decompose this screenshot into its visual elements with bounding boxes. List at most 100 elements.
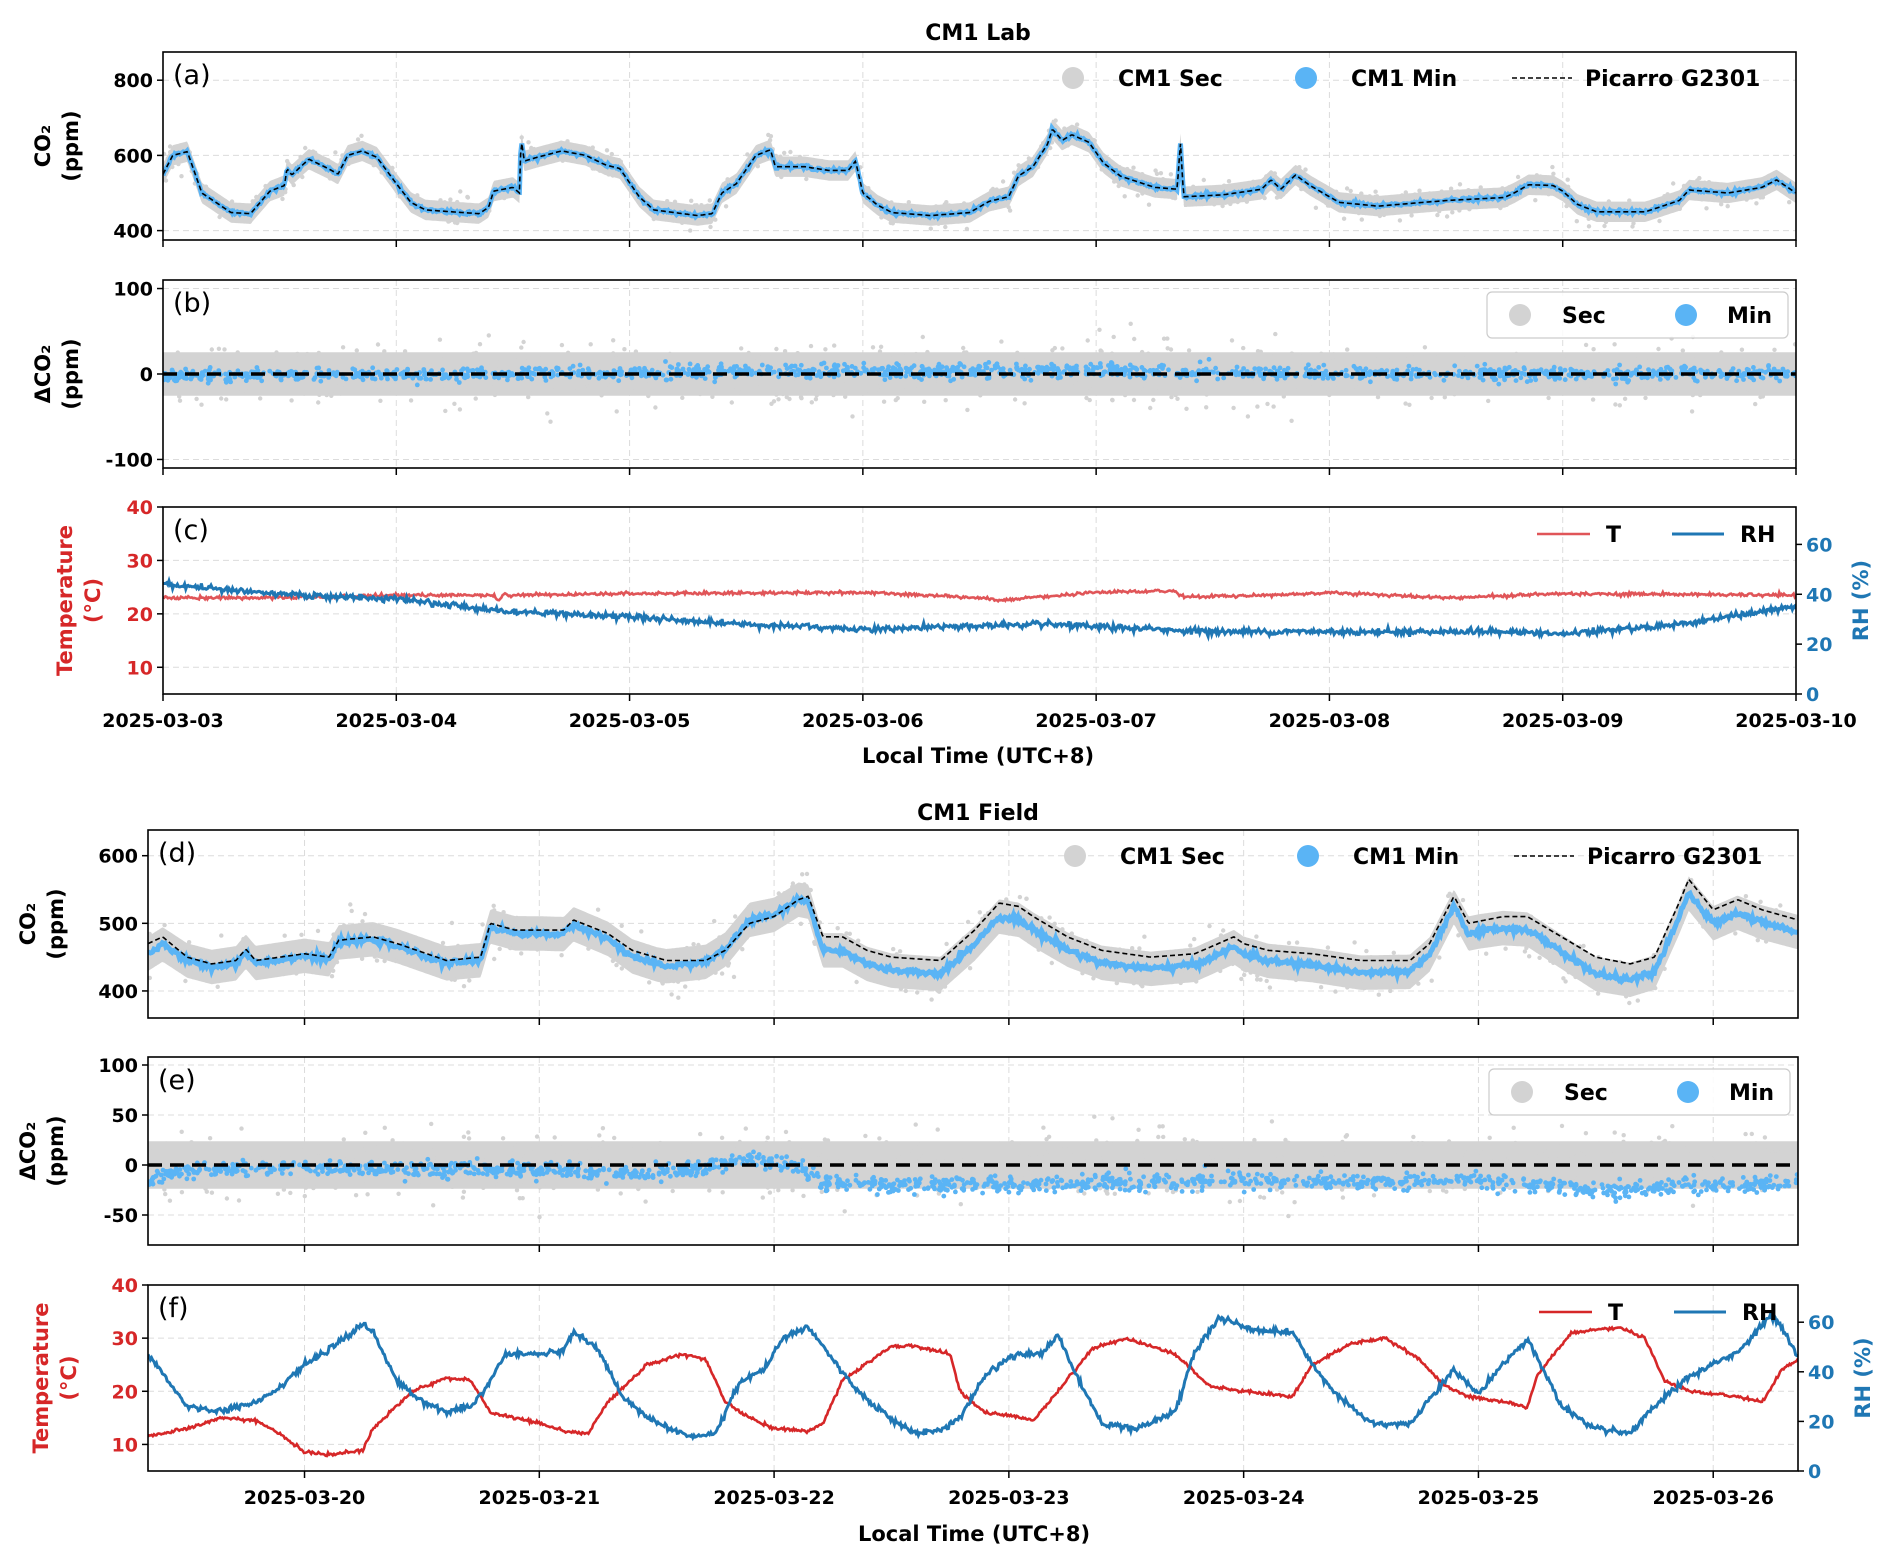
sec-point: [689, 974, 694, 980]
sec-point: [326, 158, 331, 163]
min-point: [1048, 366, 1053, 372]
sec-point: [506, 364, 512, 369]
sec-point: [1743, 894, 1749, 899]
sec-point: [989, 188, 994, 193]
sec-point: [186, 940, 192, 945]
sec-point: [497, 192, 503, 197]
sec-point: [1460, 355, 1465, 360]
sec-point: [1739, 347, 1745, 352]
sec-point: [619, 923, 624, 928]
sec-point: [213, 974, 219, 980]
sec-point: [1546, 363, 1551, 369]
min-point: [1742, 371, 1748, 376]
sec-point: [819, 365, 825, 370]
min-point: [405, 366, 410, 372]
sec-point: [782, 150, 787, 156]
sec-point: [1657, 218, 1662, 224]
sec-point: [750, 363, 755, 369]
sec-point: [723, 352, 728, 357]
min-point: [705, 364, 711, 370]
sec-point: [1561, 357, 1567, 362]
min-point: [1100, 372, 1106, 377]
sec-point: [1527, 954, 1532, 959]
min-point: [911, 374, 917, 380]
sec-point: [788, 387, 794, 392]
sec-point: [227, 953, 232, 958]
sec-point: [1469, 942, 1475, 947]
sec-point: [856, 938, 861, 943]
sec-point: [1417, 188, 1422, 193]
min-point: [176, 371, 182, 377]
sec-point: [1792, 359, 1796, 365]
sec-point: [819, 1189, 824, 1195]
field-title: CM1 Field: [917, 801, 1039, 826]
min-point: [532, 371, 538, 377]
sec-point: [1122, 194, 1127, 199]
min-point: [515, 376, 521, 382]
sec-point: [929, 385, 934, 390]
min-point: [1364, 371, 1370, 376]
sec-point: [1429, 978, 1434, 983]
sec-point: [1698, 392, 1703, 398]
sec-point: [568, 381, 573, 387]
sec-point: [1183, 202, 1189, 207]
sec-point: [1325, 945, 1331, 950]
sec-point: [756, 145, 762, 151]
min-point: [459, 368, 464, 374]
sec-point: [184, 970, 189, 975]
min-point: [766, 367, 772, 372]
sec-point: [275, 180, 281, 185]
sec-point: [1373, 387, 1378, 392]
sec-point: [361, 359, 366, 364]
sec-point: [752, 904, 757, 910]
sec-point: [622, 381, 627, 386]
sec-point: [699, 382, 704, 387]
sec-point: [1694, 912, 1699, 917]
min-point: [887, 375, 893, 380]
sec-point: [548, 356, 554, 361]
min-point: [836, 372, 841, 378]
min-point: [1785, 369, 1791, 374]
sec-point: [1146, 351, 1151, 356]
sec-point: [446, 219, 451, 224]
min-point: [532, 366, 538, 372]
sec-point: [1452, 392, 1457, 397]
sec-point: [672, 949, 678, 955]
sec-point: [1450, 210, 1455, 215]
sec-point: [992, 205, 997, 210]
sec-point: [1507, 185, 1512, 190]
sec-point: [451, 950, 457, 955]
sec-point: [1050, 348, 1055, 353]
min-point: [793, 372, 799, 378]
sec-point: [1140, 172, 1145, 177]
sec-point: [608, 929, 614, 934]
sec-point: [1087, 397, 1092, 403]
sec-point: [1265, 401, 1270, 407]
y-tick-label: 400: [98, 981, 138, 1003]
sec-point: [1131, 981, 1137, 986]
sec-point: [1080, 364, 1085, 369]
sec-point: [340, 345, 346, 350]
sec-point: [1297, 353, 1303, 359]
min-point: [254, 365, 260, 370]
sec-point: [1566, 966, 1572, 971]
sec-point: [227, 361, 233, 366]
sec-point: [560, 158, 565, 163]
sec-point: [1768, 385, 1773, 391]
plot-area: [163, 321, 1796, 424]
sec-point: [290, 363, 295, 368]
min-point: [1524, 379, 1530, 385]
sec-point: [1276, 178, 1281, 183]
sec-point: [1699, 378, 1704, 384]
sec-point: [1296, 386, 1302, 391]
min-point: [326, 368, 332, 373]
sec-point: [282, 383, 288, 388]
sec-point: [665, 199, 670, 204]
sec-point: [1012, 397, 1018, 402]
sec-point: [599, 393, 604, 398]
sec-point: [182, 944, 188, 950]
sec-point: [1760, 380, 1766, 385]
min-point: [1766, 367, 1772, 373]
sec-point: [1479, 357, 1485, 362]
sec-point: [900, 387, 906, 393]
